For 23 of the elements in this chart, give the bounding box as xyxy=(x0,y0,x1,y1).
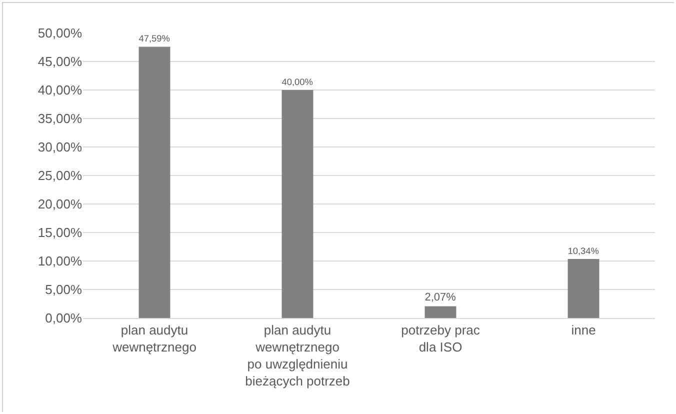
data-label: 2,07% xyxy=(424,292,456,304)
bar xyxy=(568,259,600,318)
y-tick-label: 5,00% xyxy=(45,282,82,298)
bar xyxy=(282,90,314,318)
y-tick-label: 45,00% xyxy=(38,54,82,70)
bar xyxy=(424,306,456,318)
y-tick-label: 50,00% xyxy=(38,26,82,41)
y-tick-label: 35,00% xyxy=(38,111,82,126)
x-tick-label: plan audytu wewnętrznego po uwzględnieniu bieżących potrzeb xyxy=(245,322,350,388)
x-tick-label: inne xyxy=(571,322,596,338)
x-tick-label: potrzeby prac dla ISO xyxy=(401,322,480,354)
y-tick-label: 30,00% xyxy=(38,140,82,155)
y-tick-label: 40,00% xyxy=(38,82,82,98)
data-label: 47,59% xyxy=(138,34,170,44)
y-tick-label: 15,00% xyxy=(38,225,82,240)
y-tick-label: 0,00% xyxy=(45,310,82,326)
y-tick-label: 10,00% xyxy=(38,254,82,269)
y-tick-label: 20,00% xyxy=(38,196,82,212)
bar xyxy=(138,46,170,318)
data-label: 40,00% xyxy=(282,76,313,87)
data-label: 10,34% xyxy=(568,246,599,256)
x-tick-label: plan audytu wewnętrznego xyxy=(112,322,196,354)
y-tick-label: 25,00% xyxy=(38,168,82,184)
